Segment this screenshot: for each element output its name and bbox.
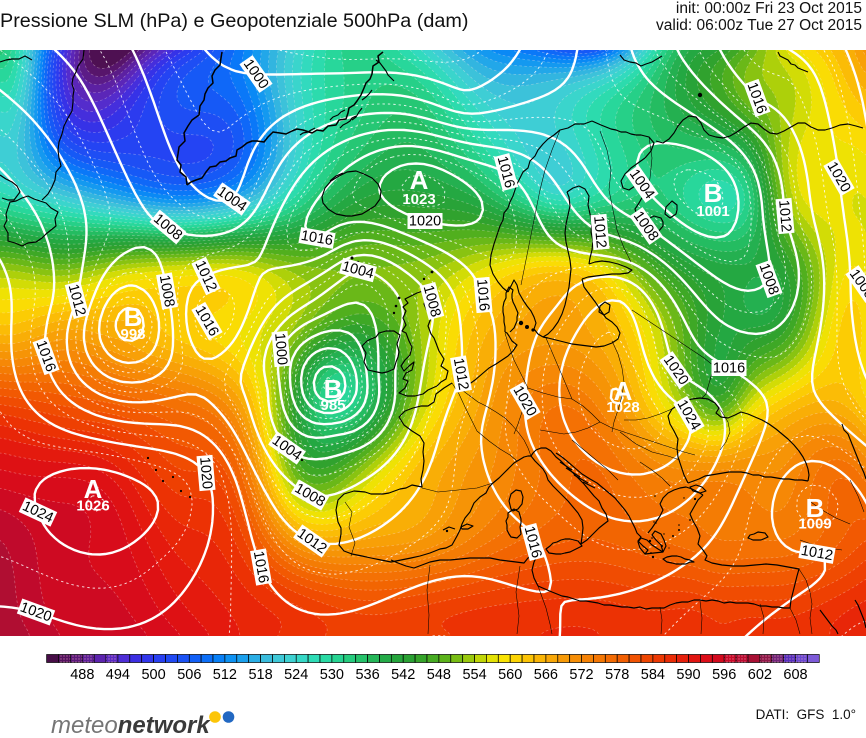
svg-text:536: 536 <box>355 667 379 683</box>
svg-text:1000: 1000 <box>271 332 290 366</box>
svg-text:542: 542 <box>391 667 415 683</box>
svg-text:1020: 1020 <box>409 214 441 230</box>
svg-text:1008: 1008 <box>156 274 177 309</box>
svg-text:608: 608 <box>783 667 807 683</box>
svg-text:488: 488 <box>70 667 94 683</box>
svg-text:602: 602 <box>748 667 772 683</box>
svg-text:1016: 1016 <box>713 361 745 377</box>
svg-text:554: 554 <box>462 667 486 683</box>
svg-text:590: 590 <box>676 667 700 683</box>
svg-text:1020: 1020 <box>196 456 215 490</box>
svg-text:1001: 1001 <box>696 203 729 220</box>
svg-text:506: 506 <box>177 667 201 683</box>
svg-text:530: 530 <box>320 667 344 683</box>
svg-text:1012: 1012 <box>775 199 794 233</box>
svg-text:518: 518 <box>248 667 272 683</box>
svg-text:584: 584 <box>641 667 665 683</box>
svg-text:B: B <box>806 493 825 523</box>
svg-text:566: 566 <box>534 667 558 683</box>
svg-text:1012: 1012 <box>450 357 471 392</box>
svg-text:494: 494 <box>106 667 130 683</box>
svg-text:B: B <box>324 374 343 404</box>
svg-text:A: A <box>84 474 103 504</box>
svg-text:1023: 1023 <box>402 191 435 208</box>
svg-text:1026: 1026 <box>76 498 109 515</box>
svg-text:1016: 1016 <box>300 228 335 249</box>
svg-text:548: 548 <box>427 667 451 683</box>
svg-text:524: 524 <box>284 667 308 683</box>
svg-text:1016: 1016 <box>250 550 271 585</box>
svg-text:985: 985 <box>320 397 345 414</box>
svg-text:578: 578 <box>605 667 629 683</box>
svg-text:A: A <box>410 165 429 195</box>
svg-text:998: 998 <box>120 326 145 343</box>
svg-text:572: 572 <box>569 667 593 683</box>
svg-text:1012: 1012 <box>590 215 609 249</box>
svg-text:1028: 1028 <box>606 399 639 416</box>
svg-text:B: B <box>704 178 723 208</box>
svg-text:A: A <box>614 376 633 406</box>
svg-text:596: 596 <box>712 667 736 683</box>
svg-text:512: 512 <box>213 667 237 683</box>
svg-text:560: 560 <box>498 667 522 683</box>
svg-text:1012: 1012 <box>800 543 835 564</box>
svg-text:1016: 1016 <box>473 278 492 312</box>
svg-text:1009: 1009 <box>798 516 831 533</box>
svg-text:B: B <box>124 302 143 332</box>
svg-text:500: 500 <box>141 667 165 683</box>
